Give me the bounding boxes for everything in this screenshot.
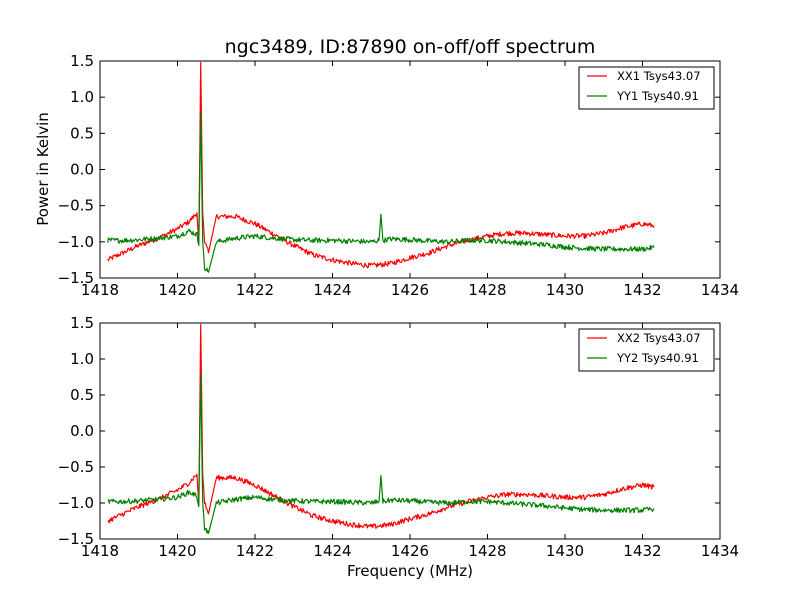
y-tick-label: 1.5 bbox=[70, 314, 94, 332]
x-tick-label: 1430 bbox=[546, 281, 584, 299]
legend-label-xx2: XX2 Tsys43.07 bbox=[617, 331, 701, 345]
x-tick-label: 1428 bbox=[468, 281, 506, 299]
series-line-yy2 bbox=[107, 372, 655, 534]
x-tick-label: 1430 bbox=[546, 542, 584, 560]
x-tick-label: 1418 bbox=[81, 542, 119, 560]
top-legend: XX1 Tsys43.07 YY1 Tsys40.91 bbox=[578, 66, 715, 110]
top-plot-area: 1418 1420 1422 1424 1426 1428 1430 1432 1434 1.5 1… bbox=[58, 52, 740, 299]
y-tick-label: 1.0 bbox=[70, 88, 94, 106]
x-tick-label: 1422 bbox=[236, 542, 274, 560]
y-tick-label: 1.0 bbox=[70, 350, 94, 368]
series-line-yy1 bbox=[107, 111, 655, 273]
bottom-panel: Frequency (MHz) 1418 1420 1422 1424 1426 1428… bbox=[58, 314, 740, 580]
y-tick-label: 0.0 bbox=[70, 422, 94, 440]
y-tick-label: 0.0 bbox=[70, 161, 94, 179]
x-tick-label: 1434 bbox=[701, 281, 739, 299]
y-tick-label: 0.5 bbox=[70, 386, 94, 404]
y-tick-label: −1.0 bbox=[58, 494, 94, 512]
x-tick-label: 1432 bbox=[623, 542, 661, 560]
x-tick-label: 1424 bbox=[313, 542, 351, 560]
series-group bbox=[107, 323, 655, 534]
x-tick-label: 1426 bbox=[391, 281, 429, 299]
y-tick-label: −1.5 bbox=[58, 530, 94, 548]
chart-title: ngc3489, ID:87890 on-off/off spectrum bbox=[225, 36, 596, 58]
x-tick-label: 1428 bbox=[468, 542, 506, 560]
y-axis-label: Power in Kelvin bbox=[34, 112, 52, 226]
top-panel: ngc3489, ID:87890 on-off/off spectrum Po… bbox=[34, 36, 739, 299]
legend-label-xx1: XX1 Tsys43.07 bbox=[617, 69, 701, 83]
y-tick-label: −0.5 bbox=[58, 458, 94, 476]
x-tick-label: 1434 bbox=[701, 542, 739, 560]
x-tick-label: 1420 bbox=[158, 281, 196, 299]
legend-label-yy1: YY1 Tsys40.91 bbox=[616, 89, 699, 103]
x-tick-label: 1432 bbox=[623, 281, 661, 299]
y-tick-label: −1.0 bbox=[58, 233, 94, 251]
y-tick-label: 1.5 bbox=[70, 52, 94, 70]
x-tick-label: 1426 bbox=[391, 542, 429, 560]
x-tick-label: 1422 bbox=[236, 281, 274, 299]
y-tick-label: 0.5 bbox=[70, 124, 94, 142]
legend-box bbox=[578, 66, 715, 110]
x-tick-label: 1424 bbox=[313, 281, 351, 299]
x-axis-label: Frequency (MHz) bbox=[347, 562, 473, 580]
y-tick-label: −1.5 bbox=[58, 269, 94, 287]
legend-label-yy2: YY2 Tsys40.91 bbox=[616, 351, 699, 365]
bottom-legend: XX2 Tsys43.07 YY2 Tsys40.91 bbox=[578, 328, 715, 372]
x-tick-label: 1418 bbox=[81, 281, 119, 299]
x-tick-label: 1420 bbox=[158, 542, 196, 560]
bottom-plot-area: 1418 1420 1422 1424 1426 1428 1430 1432 1434 1.5 1… bbox=[58, 314, 740, 560]
series-group bbox=[107, 61, 655, 273]
legend-box bbox=[578, 328, 715, 372]
y-tick-label: −0.5 bbox=[58, 197, 94, 215]
